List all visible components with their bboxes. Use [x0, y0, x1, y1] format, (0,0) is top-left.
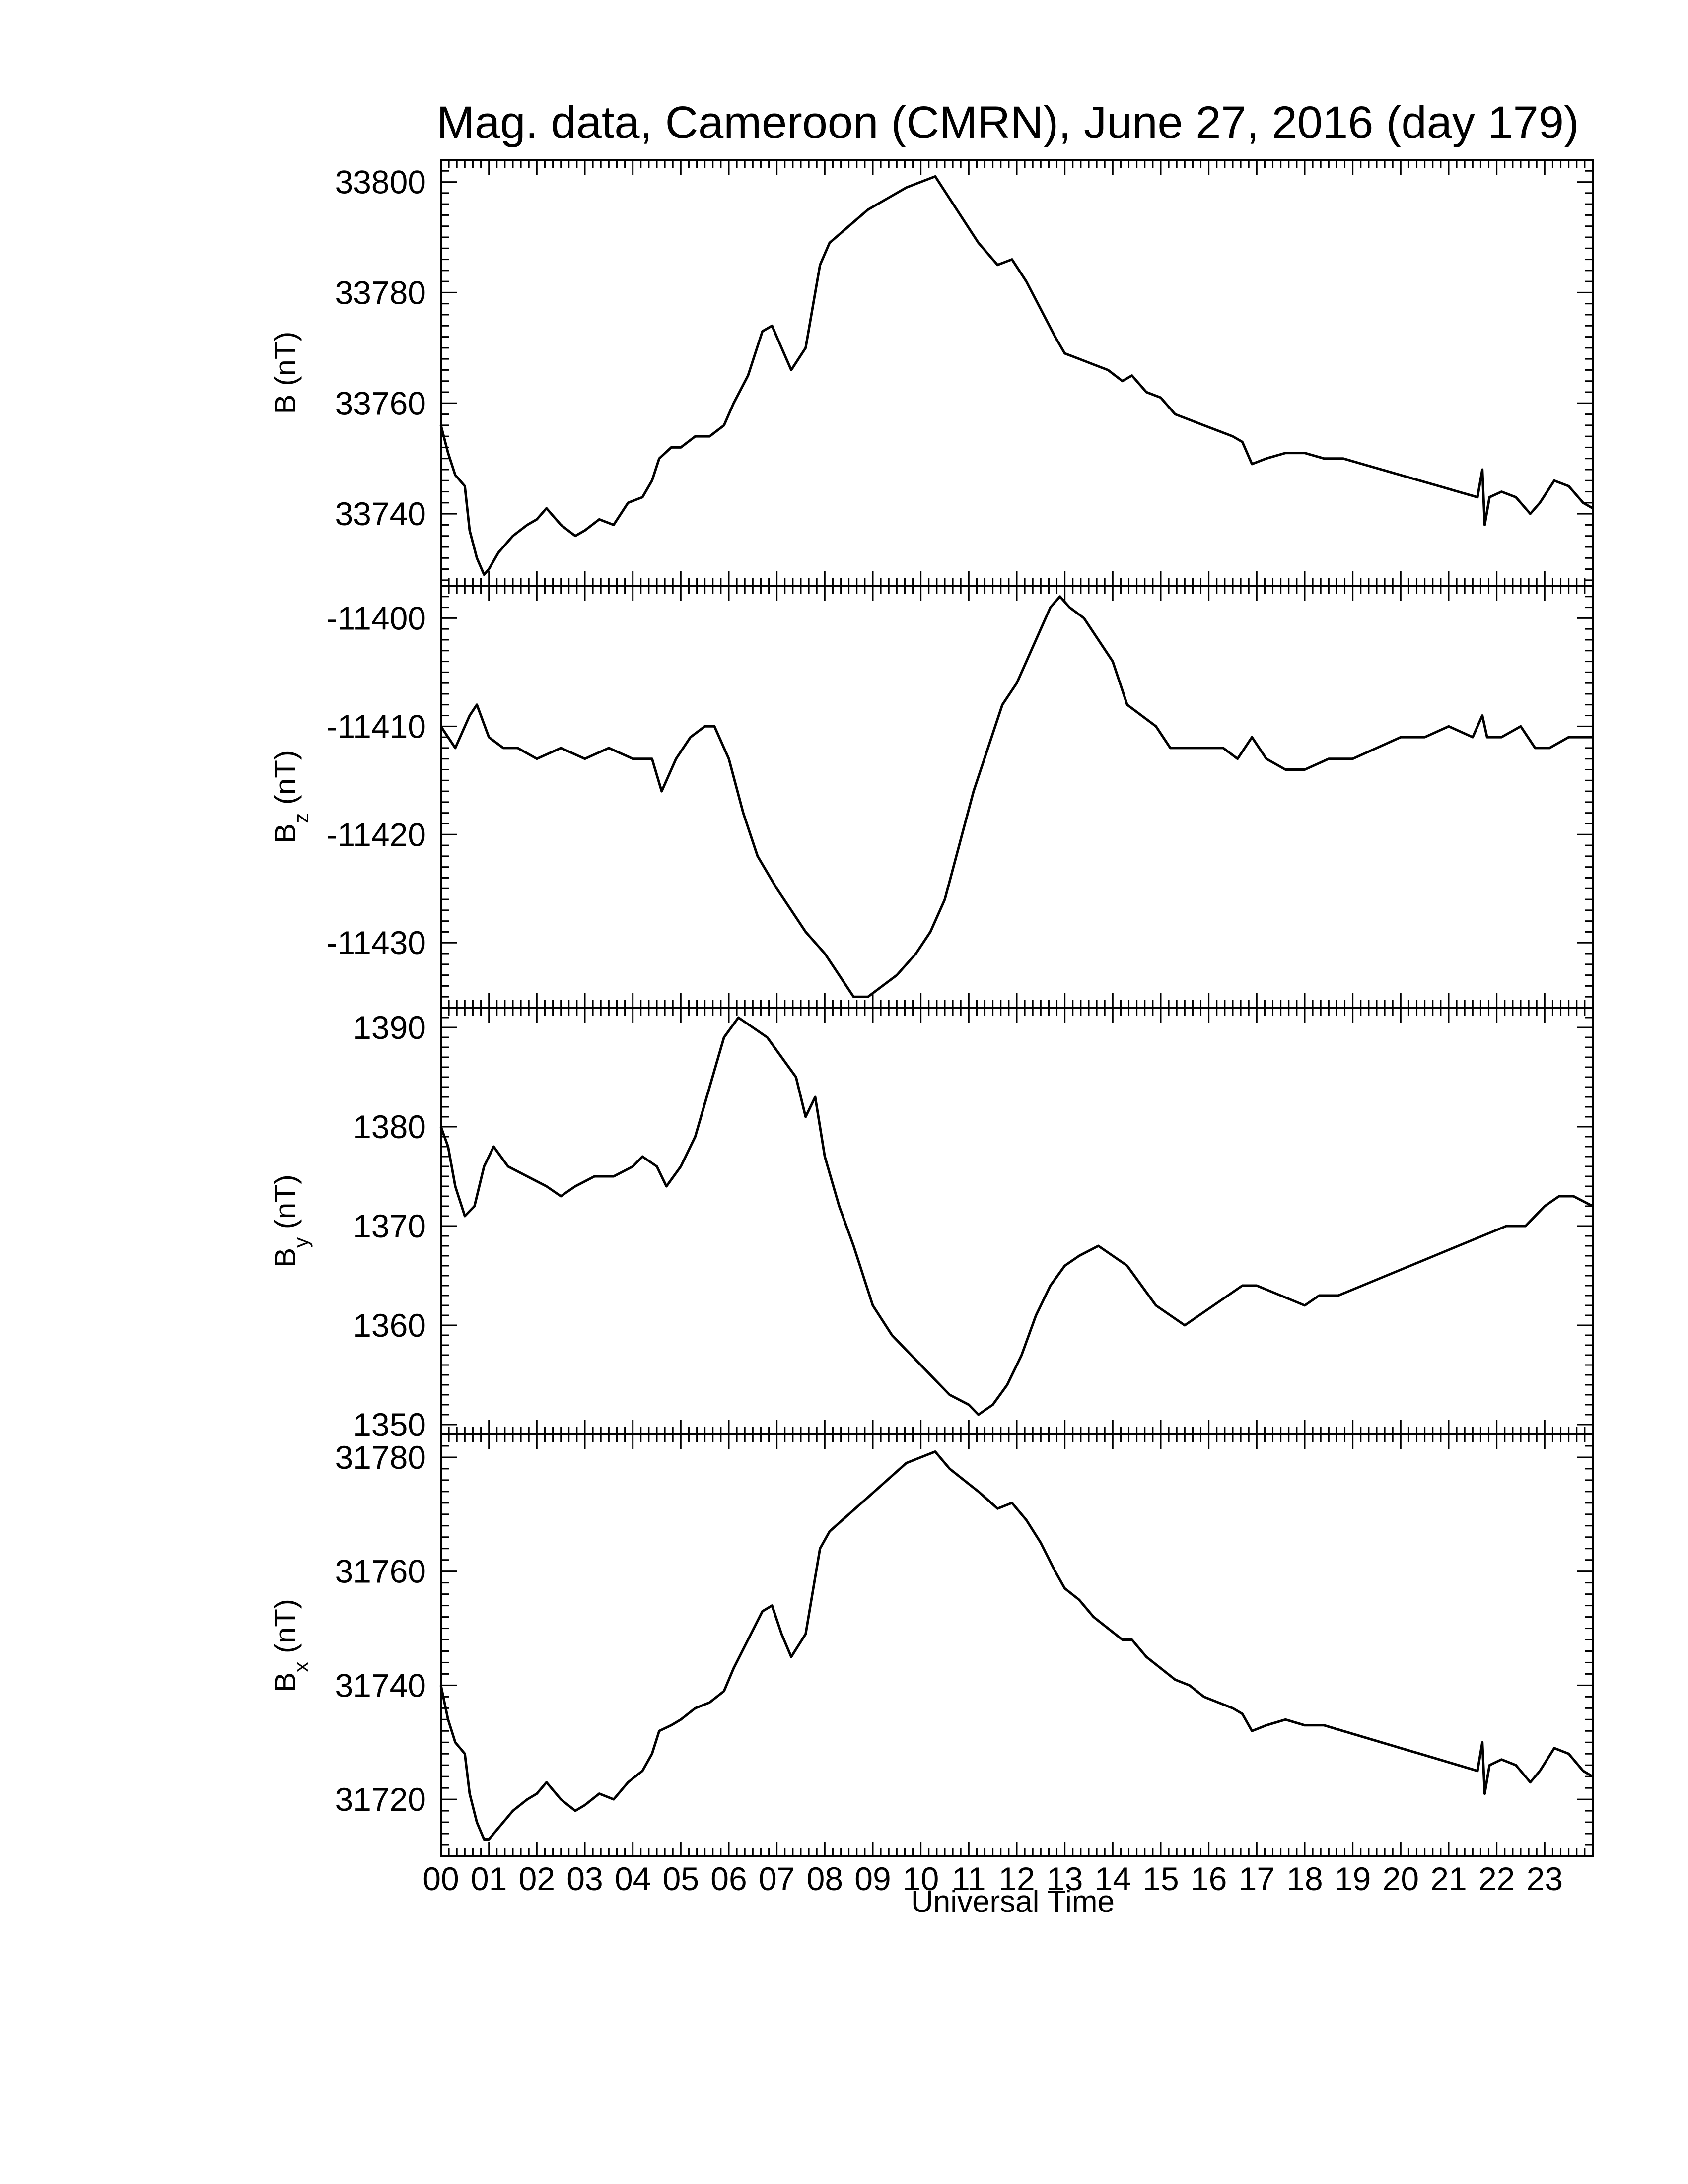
y-tick-label: 31720: [335, 1781, 426, 1818]
series-line-b: [439, 175, 1594, 576]
x-tick-label: 12: [998, 1860, 1035, 1897]
chart-title: Mag. data, Cameroon (CMRN), June 27, 201…: [436, 97, 1579, 148]
x-tick-label: 04: [615, 1860, 651, 1897]
x-tick-label: 23: [1527, 1860, 1563, 1897]
y-axis-label-unit: (nT): [269, 1174, 302, 1237]
x-axis: 00 01 02 03 04 05 06 07 08 09 10 11 12 13 14 15 16 17 18 19…: [422, 1860, 1563, 1897]
series-line-bz: [439, 595, 1593, 998]
x-tick-label: 01: [471, 1860, 507, 1897]
y-axis-label-unit: (nT): [269, 332, 302, 395]
y-axis-label-unit: (nT): [269, 1599, 302, 1662]
y-axis-label-main: B: [269, 823, 302, 843]
y-axis-label-unit: (nT): [269, 750, 302, 813]
x-tick-label: 20: [1383, 1860, 1419, 1897]
x-tick-label: 08: [807, 1860, 843, 1897]
y-axis-label-subscript: z: [289, 813, 313, 823]
x-tick-label: 11: [952, 1860, 986, 1897]
x-tick-label: 14: [1095, 1860, 1131, 1897]
y-tick-label: -11410: [326, 708, 426, 745]
x-tick-label: 05: [663, 1860, 699, 1897]
y-tick-label: -11420: [326, 816, 426, 853]
x-tick-label: 03: [566, 1860, 603, 1897]
y-tick-label: 31760: [335, 1553, 426, 1590]
x-tick-label: 06: [710, 1860, 747, 1897]
panel-frame: [440, 1433, 1594, 1857]
x-tick-label: 17: [1239, 1860, 1275, 1897]
y-axis-label-main: B: [269, 394, 302, 414]
panel-bz: -11430 -11420 -11410 -11400 Bz (nT): [269, 585, 1594, 1009]
y-tick-label: 33760: [335, 385, 426, 421]
y-tick-label: 33740: [335, 495, 426, 532]
x-tick-label: 15: [1142, 1860, 1179, 1897]
y-tick-label: 1350: [353, 1406, 426, 1443]
y-axis-label: By (nT): [269, 1174, 313, 1268]
x-tick-label: 18: [1286, 1860, 1323, 1897]
x-tick-label: 09: [854, 1860, 891, 1897]
x-axis-label: Universal Time: [911, 1885, 1115, 1919]
x-tick-label: 19: [1335, 1860, 1371, 1897]
y-tick-label: 1370: [353, 1208, 426, 1244]
panel-by: 1350 1360 1370 1380 1390 By (nT): [269, 1007, 1594, 1443]
y-axis-label-main: B: [269, 1248, 302, 1268]
y-tick-label: 33800: [335, 164, 426, 201]
y-axis-label-main: B: [269, 1672, 302, 1692]
y-tick-label: -11430: [326, 924, 426, 961]
y-axis-label-subscript: x: [289, 1662, 313, 1672]
panel-frame: [440, 1007, 1594, 1435]
y-axis-label: Bz (nT): [269, 750, 313, 843]
y-tick-label: -11400: [326, 600, 426, 636]
y-tick-label: 31740: [335, 1667, 426, 1704]
x-tick-label: 13: [1047, 1860, 1083, 1897]
y-tick-label: 31780: [335, 1439, 426, 1476]
x-tick-label: 02: [519, 1860, 555, 1897]
y-tick-label: 1380: [353, 1108, 426, 1145]
panel-frame: [440, 159, 1594, 587]
y-axis-label: Bx (nT): [269, 1599, 313, 1692]
series-line-by: [439, 1016, 1594, 1416]
x-tick-label: 07: [759, 1860, 795, 1897]
y-tick-label: 1360: [353, 1307, 426, 1344]
y-tick-label: 1390: [353, 1009, 426, 1046]
panel-bx: 31720 31740 31760 31780 Bx (nT): [269, 1433, 1594, 1857]
panel-frame: [440, 585, 1594, 1009]
x-tick-label: 16: [1191, 1860, 1227, 1897]
series-line-bx: [439, 1450, 1594, 1841]
x-tick-label: 22: [1478, 1860, 1515, 1897]
panel-b: 33740 33760 33780 33800 B (nT): [269, 159, 1594, 587]
x-tick-label: 10: [903, 1860, 939, 1897]
y-axis-label: B (nT): [269, 332, 302, 414]
x-tick-label: 21: [1430, 1860, 1467, 1897]
y-axis-label-subscript: y: [289, 1237, 313, 1248]
x-tick-label: 00: [422, 1860, 459, 1897]
y-tick-label: 33780: [335, 274, 426, 311]
